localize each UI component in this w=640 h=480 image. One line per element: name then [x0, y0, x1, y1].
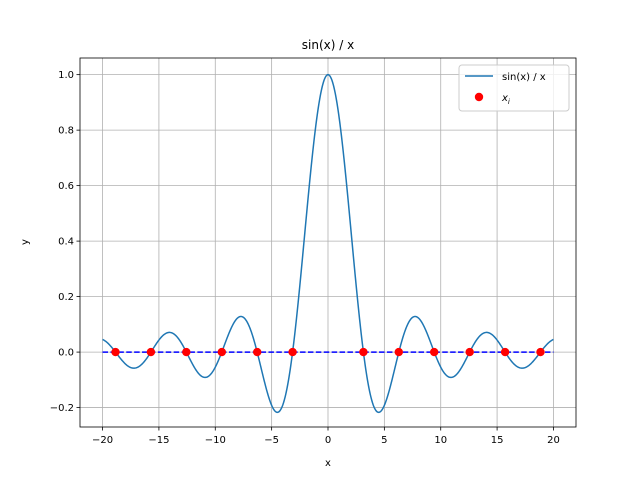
scatter-point-xi — [111, 347, 120, 357]
x-axis-ticks: −20 −15 −10 −5 0 5 10 15 20 — [92, 427, 560, 446]
x-tick-label: 10 — [434, 435, 447, 446]
scatter-point-xi — [253, 347, 262, 357]
y-axis-label: y — [20, 239, 31, 245]
scatter-point-xi — [429, 347, 439, 357]
legend-dot-swatch — [474, 92, 484, 102]
chart-title: sin(x) / x — [302, 38, 354, 52]
y-tick-label: 0.2 — [58, 292, 74, 303]
legend-label-base: x — [501, 93, 508, 104]
y-tick-label: 0.6 — [58, 181, 74, 192]
scatter-point-xi — [217, 347, 227, 357]
scatter-point-xi — [288, 347, 297, 357]
y-tick-label: −0.2 — [50, 403, 74, 414]
x-tick-label: −15 — [148, 435, 169, 446]
scatter-point-xi — [465, 347, 474, 357]
series-line-sinc — [102, 73, 554, 414]
plot-area — [102, 73, 554, 414]
scatter-point-xi — [394, 347, 403, 357]
x-tick-label: −5 — [264, 435, 279, 446]
scatter-point-xi — [182, 347, 191, 357]
x-tick-label: 15 — [491, 435, 504, 446]
legend-label-series-1: sin(x) / x — [502, 72, 546, 83]
scatter-point-xi — [359, 347, 368, 357]
y-tick-label: 0.4 — [58, 237, 74, 248]
x-tick-label: 20 — [547, 435, 560, 446]
y-tick-label: 0.8 — [58, 126, 74, 137]
legend: sin(x) / x xi — [458, 64, 570, 112]
x-tick-label: −10 — [205, 435, 226, 446]
y-tick-label: 0.0 — [58, 348, 74, 359]
x-tick-label: 5 — [381, 435, 387, 446]
y-tick-label: 1.0 — [58, 70, 74, 81]
scatter-point-xi — [536, 347, 545, 357]
x-tick-label: 0 — [325, 435, 331, 446]
scatter-point-xi — [500, 347, 510, 357]
x-axis-label: x — [325, 458, 331, 469]
scatter-point-xi — [146, 347, 156, 357]
legend-label-series-2: xi — [501, 93, 510, 106]
y-axis-ticks: −0.2 0.0 0.2 0.4 0.6 0.8 1.0 — [50, 70, 80, 414]
x-tick-label: −20 — [92, 435, 113, 446]
legend-label-subscript: i — [508, 98, 510, 106]
